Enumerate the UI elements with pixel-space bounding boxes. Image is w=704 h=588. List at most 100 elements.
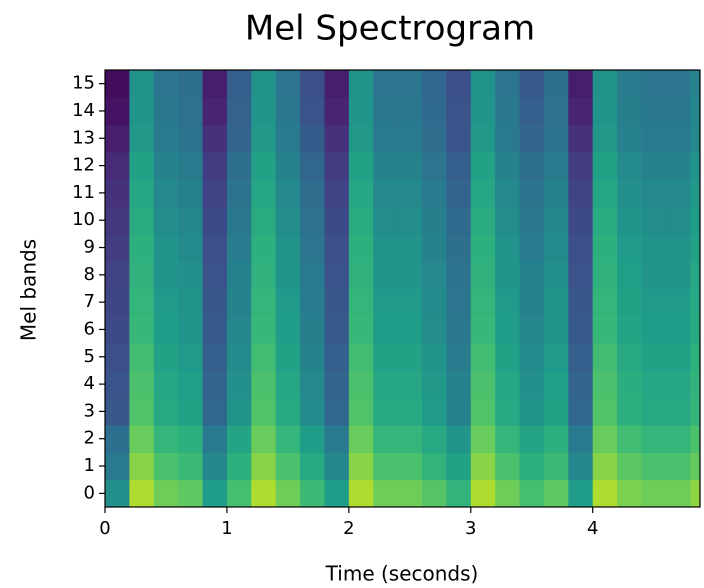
heatmap-cell <box>300 97 325 126</box>
plot-frame <box>104 69 701 508</box>
heatmap-cell <box>422 315 447 344</box>
heatmap-cell <box>568 124 594 153</box>
heatmap-cell <box>129 425 155 453</box>
heatmap-cell <box>226 370 252 399</box>
heatmap-cell <box>105 179 130 208</box>
heatmap-cell <box>397 343 423 371</box>
heatmap-cell <box>324 233 350 262</box>
heatmap-cell <box>202 233 228 262</box>
heatmap-cell <box>568 261 594 289</box>
heatmap-cell <box>275 452 301 481</box>
heatmap-cell <box>543 70 569 98</box>
heatmap-cell <box>129 479 155 507</box>
heatmap-cell <box>470 343 496 371</box>
heatmap-cell <box>373 97 399 126</box>
heatmap-cell <box>690 97 700 126</box>
heatmap-cell <box>397 425 423 453</box>
heatmap-cell <box>495 97 521 126</box>
heatmap-cell <box>519 452 545 481</box>
heatmap-cell <box>275 97 301 126</box>
x-tick-label: 3 <box>465 518 476 539</box>
heatmap-cell <box>470 261 496 289</box>
heatmap-cell <box>105 97 130 126</box>
heatmap-cell <box>153 315 179 344</box>
heatmap-cell <box>422 70 447 98</box>
heatmap-cell <box>543 397 569 426</box>
heatmap-cell <box>568 370 594 399</box>
heatmap-cell <box>568 233 594 262</box>
heatmap-cell <box>226 261 252 289</box>
heatmap-cell <box>568 479 594 507</box>
heatmap-cell <box>495 452 521 481</box>
heatmap-cell <box>324 124 350 153</box>
heatmap-cell <box>397 288 423 317</box>
heatmap-cell <box>202 97 228 126</box>
heatmap-cell <box>568 206 594 235</box>
heatmap-cell <box>641 343 667 371</box>
heatmap-cell <box>251 370 277 399</box>
heatmap-cell <box>275 343 301 371</box>
heatmap-cell <box>275 233 301 262</box>
heatmap-cell <box>617 124 642 153</box>
heatmap-cell <box>665 97 691 126</box>
heatmap-cell <box>226 151 252 180</box>
heatmap-cell <box>495 479 521 507</box>
heatmap-cell <box>422 124 447 153</box>
y-tick-label: 11 <box>72 182 95 203</box>
heatmap-cell <box>226 288 252 317</box>
heatmap-cell <box>348 97 374 126</box>
heatmap-cell <box>422 151 447 180</box>
heatmap-cell <box>446 343 472 371</box>
heatmap-cell <box>543 343 569 371</box>
heatmap-cell <box>226 343 252 371</box>
heatmap-cell <box>105 233 130 262</box>
heatmap-cell <box>543 288 569 317</box>
heatmap-cell <box>202 288 228 317</box>
heatmap-cell <box>226 179 252 208</box>
heatmap-cell <box>324 97 350 126</box>
heatmap-cell <box>300 479 325 507</box>
heatmap-cell <box>543 479 569 507</box>
heatmap-cell <box>690 124 700 153</box>
heatmap-cell <box>105 343 130 371</box>
heatmap-cell <box>324 452 350 481</box>
heatmap-cell <box>592 370 618 399</box>
heatmap-cell <box>348 151 374 180</box>
heatmap-cell <box>129 124 155 153</box>
heatmap-cell <box>226 124 252 153</box>
heatmap-cell <box>665 70 691 98</box>
heatmap-cell <box>568 70 594 98</box>
heatmap-cell <box>300 343 325 371</box>
heatmap-cell <box>592 151 618 180</box>
heatmap-cell <box>251 151 277 180</box>
heatmap-cell <box>275 124 301 153</box>
heatmap-cell <box>226 206 252 235</box>
heatmap-cell <box>324 343 350 371</box>
heatmap-cell <box>275 397 301 426</box>
heatmap-cell <box>665 233 691 262</box>
heatmap-cell <box>373 206 399 235</box>
heatmap-cell <box>690 343 700 371</box>
heatmap-cell <box>105 315 130 344</box>
heatmap-cell <box>129 179 155 208</box>
heatmap-cell <box>105 206 130 235</box>
heatmap-cell <box>568 97 594 126</box>
y-tick-label: 3 <box>84 400 95 421</box>
heatmap-cell <box>348 452 374 481</box>
heatmap-cell <box>422 261 447 289</box>
heatmap-cell <box>275 151 301 180</box>
heatmap-cell <box>617 288 642 317</box>
heatmap-cell <box>519 70 545 98</box>
heatmap-cell <box>129 151 155 180</box>
heatmap-cell <box>422 425 447 453</box>
heatmap-cell <box>153 288 179 317</box>
heatmap-cell <box>202 370 228 399</box>
heatmap-cell <box>446 370 472 399</box>
heatmap-cell <box>422 343 447 371</box>
heatmap-cell <box>129 452 155 481</box>
heatmap-cell <box>178 397 204 426</box>
heatmap-cell <box>641 206 667 235</box>
heatmap-cell <box>470 370 496 399</box>
heatmap-cell <box>275 315 301 344</box>
